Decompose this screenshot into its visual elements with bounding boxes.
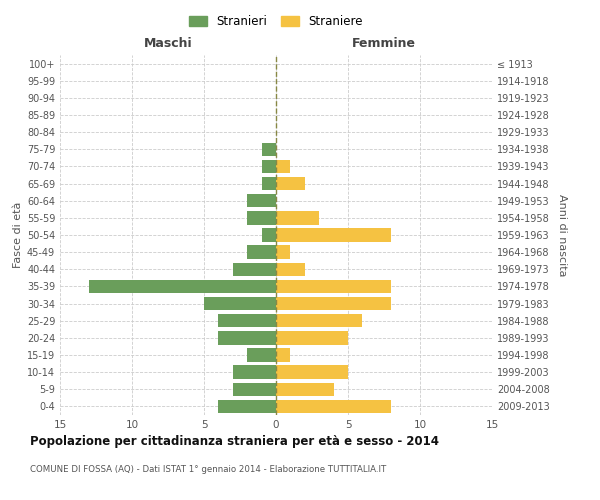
Bar	[276, 280, 391, 293]
Bar	[247, 194, 276, 207]
Bar	[218, 331, 276, 344]
Bar	[276, 348, 290, 362]
Bar	[262, 142, 276, 156]
Bar	[276, 211, 319, 224]
Bar	[276, 331, 348, 344]
Text: Maschi: Maschi	[143, 37, 193, 50]
Text: Femmine: Femmine	[352, 37, 416, 50]
Text: COMUNE DI FOSSA (AQ) - Dati ISTAT 1° gennaio 2014 - Elaborazione TUTTITALIA.IT: COMUNE DI FOSSA (AQ) - Dati ISTAT 1° gen…	[30, 465, 386, 474]
Bar	[218, 400, 276, 413]
Bar	[247, 211, 276, 224]
Bar	[89, 280, 276, 293]
Text: Popolazione per cittadinanza straniera per età e sesso - 2014: Popolazione per cittadinanza straniera p…	[30, 435, 439, 448]
Bar	[276, 400, 391, 413]
Bar	[218, 314, 276, 328]
Bar	[276, 366, 348, 379]
Bar	[276, 160, 290, 173]
Bar	[247, 348, 276, 362]
Bar	[276, 382, 334, 396]
Bar	[262, 160, 276, 173]
Bar	[204, 297, 276, 310]
Bar	[276, 177, 305, 190]
Y-axis label: Anni di nascita: Anni di nascita	[557, 194, 566, 276]
Bar	[262, 228, 276, 241]
Bar	[233, 382, 276, 396]
Bar	[247, 246, 276, 259]
Bar	[276, 297, 391, 310]
Bar	[262, 177, 276, 190]
Bar	[276, 314, 362, 328]
Y-axis label: Fasce di età: Fasce di età	[13, 202, 23, 268]
Bar	[276, 228, 391, 241]
Bar	[233, 366, 276, 379]
Bar	[276, 246, 290, 259]
Legend: Stranieri, Straniere: Stranieri, Straniere	[184, 10, 368, 33]
Bar	[233, 262, 276, 276]
Bar	[276, 262, 305, 276]
